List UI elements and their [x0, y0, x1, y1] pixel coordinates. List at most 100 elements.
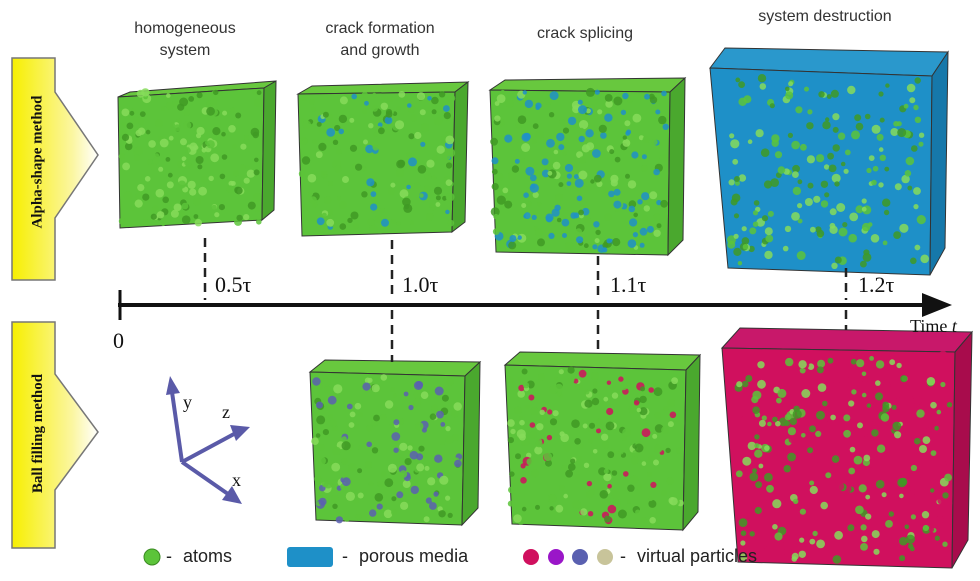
particle [740, 540, 746, 546]
particle [777, 388, 787, 398]
particle [446, 162, 453, 169]
particle [195, 156, 204, 164]
particle [383, 509, 393, 519]
particle [137, 184, 145, 192]
particle [795, 106, 803, 114]
particle [521, 506, 527, 512]
particle [517, 235, 522, 240]
particle [860, 543, 868, 551]
particle [807, 182, 814, 189]
particle [581, 144, 591, 153]
particle [596, 428, 601, 434]
legend-porous-dash: - [342, 546, 348, 566]
particle [334, 124, 341, 132]
particle [218, 204, 225, 211]
particle [757, 74, 767, 83]
particle [622, 428, 631, 437]
particle [578, 156, 587, 164]
particle [636, 407, 642, 413]
particle [804, 198, 813, 206]
particle [650, 481, 657, 488]
particle [909, 97, 916, 104]
particle [184, 147, 191, 154]
particle [928, 518, 935, 524]
particle [937, 497, 945, 505]
particle [652, 433, 658, 439]
particle [212, 127, 221, 136]
legend-porous-marker [287, 547, 333, 567]
particle [598, 124, 607, 133]
particle [376, 503, 383, 510]
particle [392, 393, 397, 398]
particle [425, 212, 434, 221]
particle [938, 350, 948, 360]
particle [785, 91, 794, 100]
particle [760, 148, 770, 157]
particle [372, 144, 379, 151]
particle [594, 238, 600, 244]
particle [801, 389, 811, 398]
particle [546, 434, 553, 441]
particle [783, 547, 793, 557]
particle [736, 381, 743, 388]
particle [579, 120, 589, 130]
particle [491, 168, 498, 175]
particle [639, 395, 647, 404]
particle [208, 175, 214, 182]
particle [896, 362, 902, 369]
particle [772, 416, 778, 423]
particle [914, 437, 921, 445]
time-tick-1.1: 1.1τ [610, 272, 647, 297]
particle [391, 509, 398, 516]
particle [409, 450, 419, 460]
particle [749, 531, 755, 537]
particle [771, 134, 780, 143]
particle [914, 244, 921, 251]
particle [181, 202, 189, 210]
particle [584, 216, 591, 224]
particle [434, 386, 444, 396]
particle [333, 384, 343, 394]
particle [445, 130, 451, 136]
particle [349, 411, 356, 418]
particle [848, 233, 857, 243]
particle [316, 415, 326, 425]
particle [754, 434, 760, 440]
particle [604, 113, 613, 122]
particle [863, 435, 869, 442]
particle [374, 214, 384, 224]
particle [822, 121, 831, 130]
particle [352, 223, 359, 230]
particle [747, 441, 756, 451]
particle [830, 414, 836, 421]
particle [442, 195, 447, 201]
particle [531, 139, 537, 145]
particle [639, 407, 648, 416]
particle [632, 232, 639, 238]
particle [800, 143, 807, 151]
particle [883, 381, 891, 390]
particle [381, 503, 387, 510]
particle [831, 455, 840, 463]
particle [579, 444, 585, 449]
particle [441, 151, 451, 161]
particle [407, 103, 412, 108]
legend-atom-marker [143, 548, 161, 566]
particle [514, 158, 520, 164]
particle [592, 449, 598, 454]
particle [593, 221, 600, 228]
particle [361, 92, 369, 100]
particle [576, 236, 584, 244]
particle [914, 116, 922, 124]
particle [878, 182, 884, 188]
particle [369, 509, 377, 517]
particle [576, 195, 583, 202]
particle [152, 205, 159, 212]
particle [380, 102, 388, 111]
particle [843, 429, 851, 438]
particle [323, 196, 332, 205]
particle [447, 219, 455, 227]
particle [908, 543, 914, 549]
particle [921, 511, 930, 519]
particle [409, 113, 418, 122]
